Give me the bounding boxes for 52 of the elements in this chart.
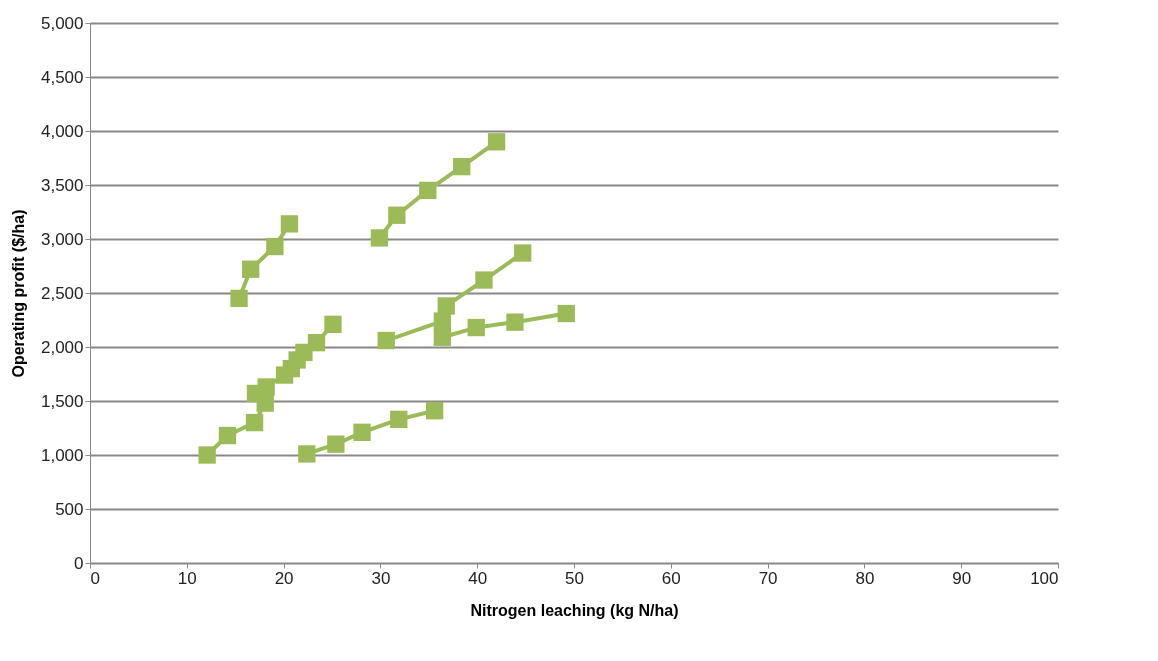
point — [388, 206, 406, 224]
x-tick-label: 50 — [565, 568, 584, 588]
x-tick-label: 0 — [90, 568, 100, 588]
y-tick-label: 1,500 — [40, 391, 84, 411]
point — [266, 237, 284, 256]
point — [453, 157, 471, 176]
point — [198, 446, 216, 464]
y-tick-label: 500 — [55, 499, 84, 519]
x-tick-label: 20 — [274, 568, 294, 588]
point — [437, 297, 455, 315]
point — [307, 334, 326, 352]
point — [557, 304, 575, 323]
y-tick-label: 2,000 — [40, 337, 84, 357]
point — [433, 328, 452, 346]
point — [327, 435, 345, 453]
point — [425, 402, 444, 420]
y-tick-label: 5,000 — [40, 13, 84, 33]
point — [353, 423, 371, 441]
point — [245, 413, 264, 432]
point — [377, 331, 395, 350]
point — [280, 215, 299, 233]
x-tick-label: 90 — [952, 568, 972, 588]
y-tick-label: 3,000 — [40, 229, 84, 249]
point — [390, 410, 408, 429]
point — [475, 271, 493, 289]
x-tick-label: 30 — [371, 568, 391, 588]
x-axis-title: Nitrogen leaching (kg N/ha) — [470, 601, 679, 619]
x-tick-label: 10 — [177, 568, 197, 588]
x-tick-label: 60 — [661, 568, 681, 588]
y-tick-label: 4,000 — [40, 121, 84, 141]
y-tick-label: 1,000 — [40, 445, 84, 465]
x-tick-label: 100 — [1030, 568, 1059, 588]
y-axis-title: Operating profit ($/ha) — [9, 209, 27, 378]
y-tick-label: 3,500 — [40, 175, 84, 195]
point — [218, 426, 237, 445]
x-tick-label: 80 — [855, 568, 875, 588]
x-tick-label: 40 — [468, 568, 488, 588]
x-tick-label: 70 — [758, 568, 778, 588]
point — [230, 289, 248, 308]
y-tick-label: 0 — [74, 553, 84, 573]
point — [257, 378, 275, 396]
point — [419, 181, 437, 200]
point — [514, 244, 532, 262]
point — [298, 445, 316, 463]
point — [506, 313, 524, 331]
point — [324, 315, 342, 333]
point — [242, 260, 260, 278]
y-tick-label: 4,500 — [40, 67, 84, 87]
point — [467, 318, 485, 337]
point — [487, 133, 506, 151]
y-tick-label: 2,500 — [40, 283, 84, 303]
point — [370, 229, 389, 247]
